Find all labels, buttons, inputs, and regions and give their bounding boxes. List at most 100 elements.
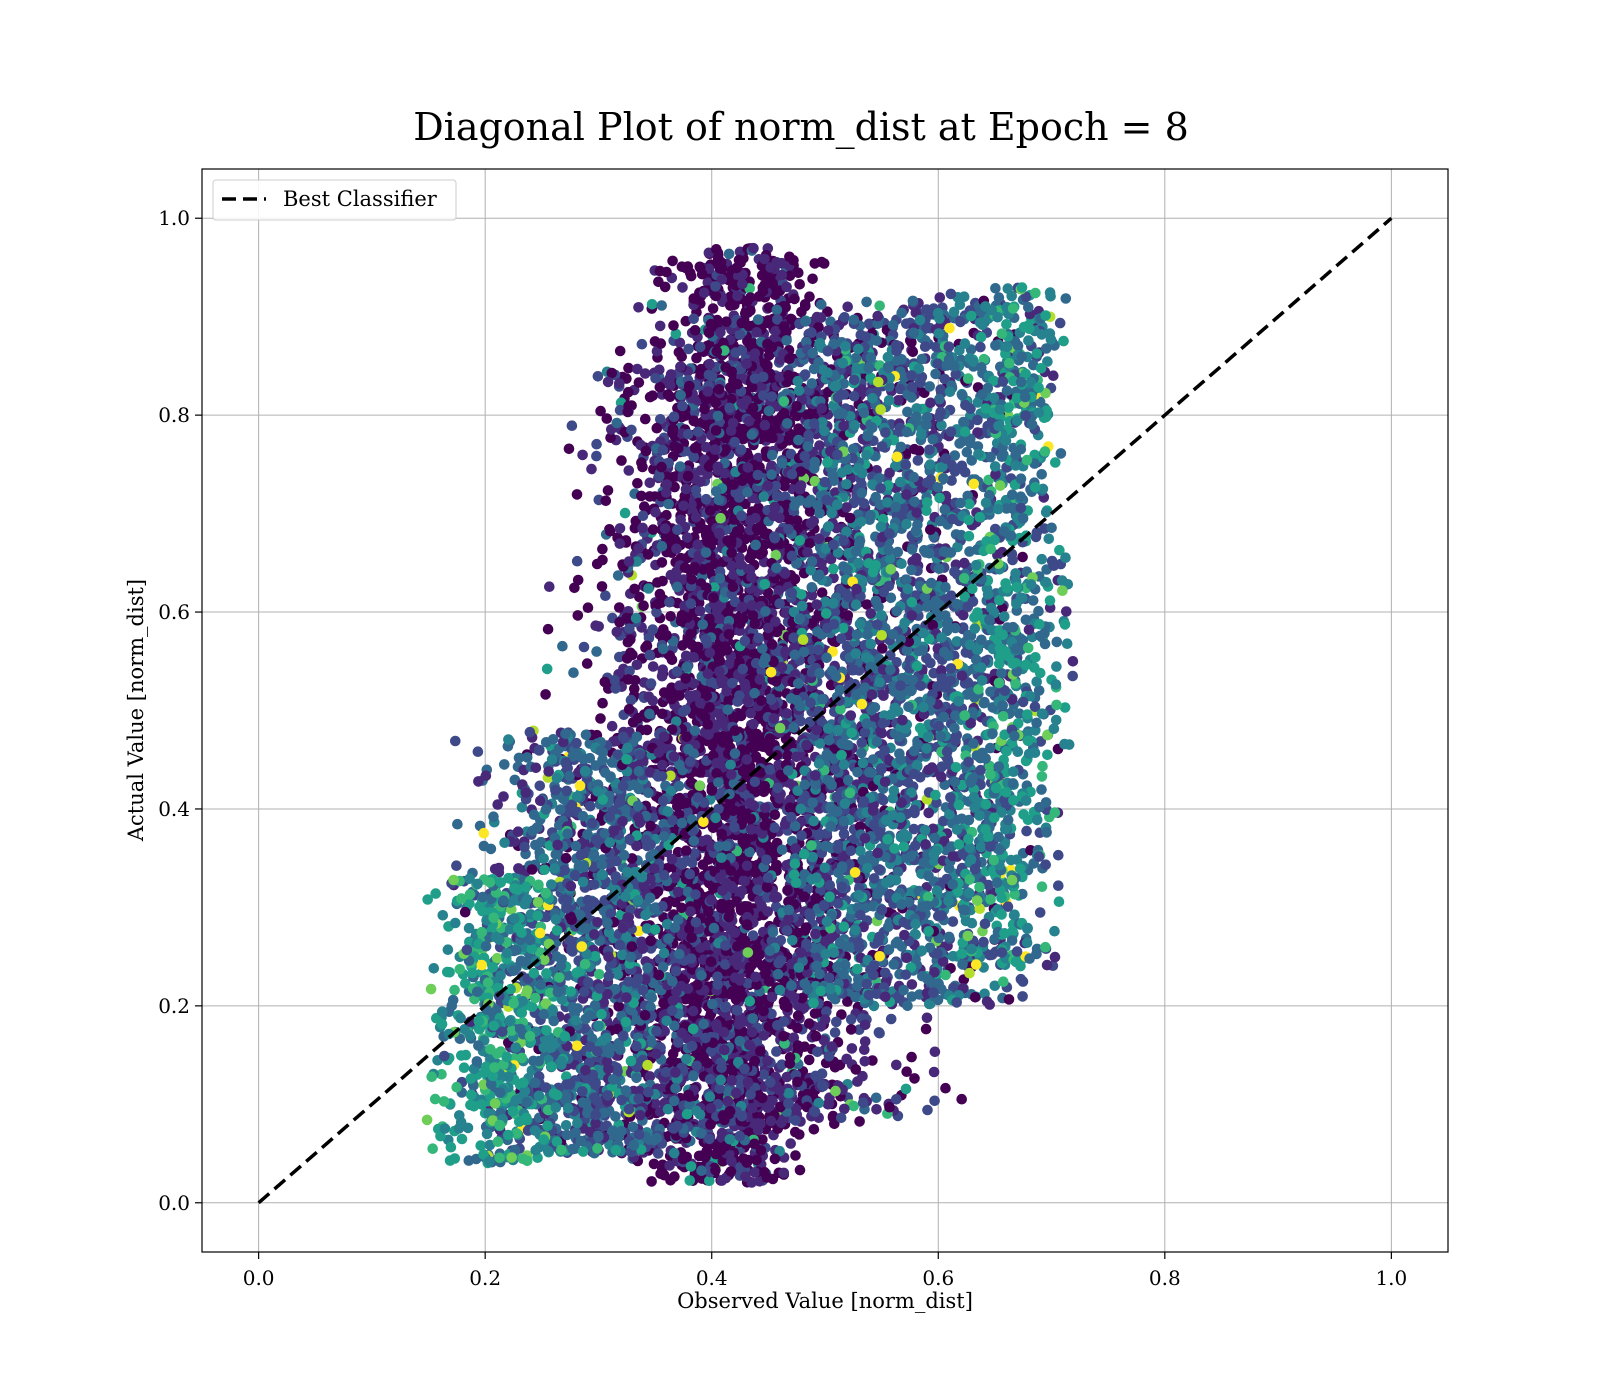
scatter-point [842,301,853,313]
scatter-point [784,251,795,263]
scatter-point [749,348,761,359]
scatter-point [778,321,790,332]
chart-title: Diagonal Plot of norm_dist at Epoch = 8 [413,105,1189,150]
scatter-point [731,378,743,390]
scatter-point [799,369,811,380]
scatter-point [734,1035,745,1047]
scatter-point [723,248,735,260]
scatter-point [698,287,710,299]
scatter-point [734,329,746,341]
scatter-point [752,884,763,895]
scatter-point [785,1138,796,1149]
scatter-point [750,751,762,762]
scatter-point [800,300,811,312]
scatter-point [757,286,769,297]
scatter-point [859,1056,871,1067]
scatter-point [752,314,764,325]
scatter-point [799,925,811,936]
scatter-point [781,335,792,346]
scatter-point [808,1124,820,1135]
scatter-point [727,677,738,689]
scatter-point [906,1051,917,1063]
scatter-point [835,1112,847,1124]
scatter-point [799,450,810,462]
scatter-point [636,338,648,350]
scatter-point [747,1013,758,1024]
scatter-point [742,947,754,958]
scatter-point [922,1104,933,1116]
scatter-point [716,898,727,910]
scatter-point [749,373,761,384]
scatter-point [654,381,666,393]
scatter-point [891,1059,902,1071]
scatter-point [783,1087,794,1099]
scatter-point [854,1116,865,1127]
scatter-point [748,243,759,254]
scatter-point [846,1043,858,1054]
scatter-point [746,1026,758,1038]
scatter-point [724,905,735,917]
scatter-point [737,663,749,675]
scatter-point [767,926,779,938]
scatter-point [801,739,812,751]
scatter-point [790,1150,801,1161]
scatter-point [757,1134,768,1145]
scatter-point [737,613,749,624]
scatter-point [710,1164,721,1176]
scatter-point [742,1076,754,1088]
scatter-point [685,1161,697,1172]
scatter-point [762,1055,773,1066]
scatter-point [810,1030,822,1042]
scatter-point [900,1083,912,1095]
scatter-point [724,1105,736,1117]
scatter-point [632,478,643,489]
scatter-point [766,991,778,1003]
scatter-point [762,480,774,492]
scatter-point [541,663,553,675]
scatter-point [746,600,758,611]
scatter-point [655,338,667,349]
scatter-point [668,320,679,331]
scatter-point [749,776,761,788]
scatter-point [848,1100,859,1112]
scatter-point [727,417,739,429]
scatter-point [794,1164,806,1176]
scatter-point [654,320,666,332]
scatter-point [688,293,700,304]
scatter-point [823,1098,835,1110]
scatter-point [810,893,822,904]
scatter-point [812,1046,823,1058]
scatter-point [711,244,722,255]
scatter-point [769,532,781,544]
scatter-point [771,304,783,316]
scatter-point [734,1130,746,1142]
scatter-point [784,802,796,813]
scatter-point [929,1046,941,1058]
scatter-point [689,325,701,336]
scatter-point [920,1023,932,1035]
scatter-point [773,585,785,596]
scatter-point [586,463,597,475]
scatter-point [871,1104,882,1115]
scatter-point [784,1058,796,1069]
scatter-point [544,581,555,592]
scatter-point [928,1066,940,1078]
scatter-point [859,1019,871,1031]
scatter-point [779,568,791,579]
scatter-point [672,886,684,898]
scatter-point [711,346,723,357]
scatter-point [716,674,727,685]
scatter-point [774,1145,785,1157]
scatter-point [664,1160,675,1171]
scatter-point [789,293,800,305]
scatter-point [737,765,749,777]
scatter-point [741,358,752,370]
scatter-point [792,1010,804,1022]
scatter-point [682,261,694,272]
scatter-point [874,1027,885,1039]
scatter-point [781,281,792,293]
scatter-point [651,422,663,434]
scatter-point [661,629,672,641]
scatter-point [749,1138,760,1150]
scatter-point [704,358,715,370]
